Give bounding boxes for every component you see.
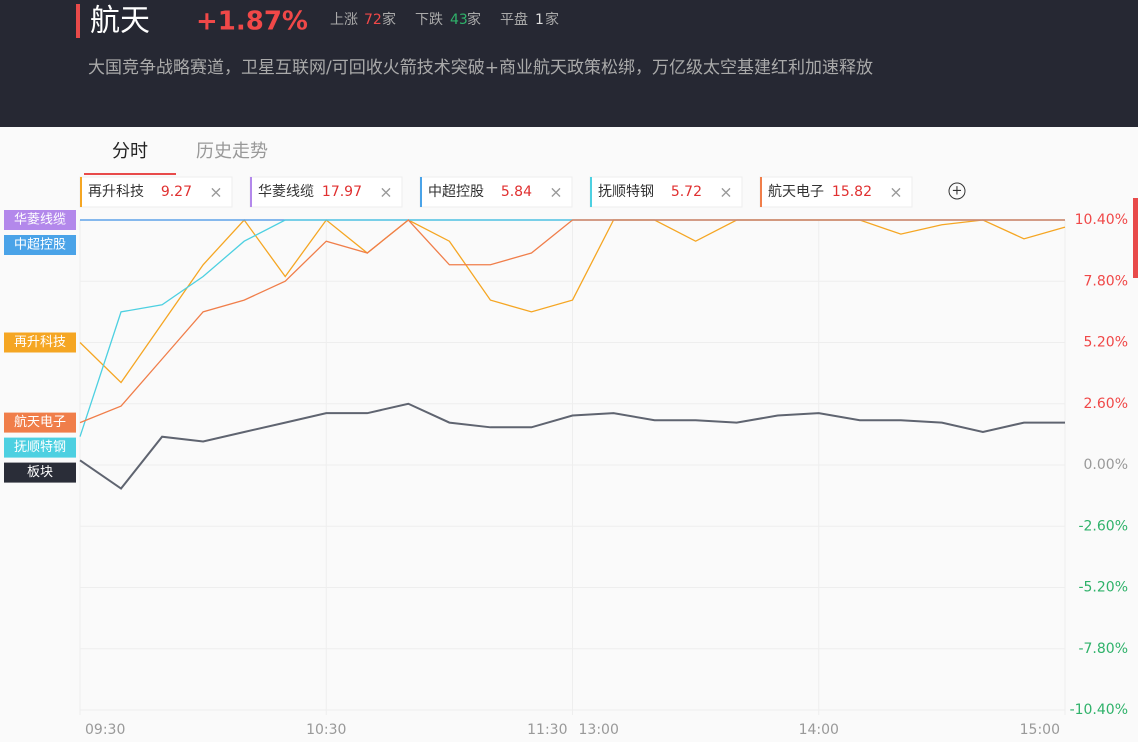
chip-close: × <box>209 183 222 202</box>
chip-name: 中超控股 <box>428 184 484 200</box>
chip-close: × <box>719 183 732 202</box>
stock-chip[interactable]: 中超控股 5.84 × <box>419 176 573 208</box>
series-tag <box>4 332 76 353</box>
chip-bar <box>590 177 592 207</box>
stock-chip[interactable]: 抚顺特钢 5.72 × <box>589 176 743 208</box>
chip-name: 抚顺特钢 <box>598 184 654 200</box>
header <box>0 0 1138 127</box>
chip-box <box>79 176 233 208</box>
chip-box <box>759 176 913 208</box>
y-tick-label: 10.40% <box>1075 212 1128 228</box>
stock-chip[interactable]: 航天电子 15.82 × <box>759 176 913 208</box>
title-marker <box>76 4 80 38</box>
chip-close: × <box>379 183 392 202</box>
series-tag-label: 华菱线缆 <box>14 212 66 228</box>
chip-name: 再升科技 <box>88 184 144 200</box>
chip-bar <box>80 177 82 207</box>
x-tick-label: 09:30 <box>85 722 125 738</box>
y-tick-label: 2.60% <box>1084 396 1128 412</box>
tab-underline <box>84 173 176 175</box>
up-count: 72 <box>364 12 382 28</box>
down-count: 43 <box>450 12 468 28</box>
series-tag-label: 再升科技 <box>14 335 66 350</box>
scroll-marker <box>1133 198 1138 278</box>
chip-name: 华菱线缆 <box>258 184 314 200</box>
y-tick-label: -7.80% <box>1078 641 1128 657</box>
title: 航天 <box>90 4 150 39</box>
line <box>79 402 1065 490</box>
unit: 家 <box>467 11 481 28</box>
tab-active[interactable]: 分时 <box>112 141 148 162</box>
series-tag-label: 航天电子 <box>14 414 66 430</box>
chip-box <box>419 176 573 208</box>
chip-close: × <box>889 183 902 202</box>
chip-bar <box>420 177 422 207</box>
series-tag <box>4 210 76 230</box>
series-tag <box>4 412 76 433</box>
line <box>79 219 1065 424</box>
series-tag <box>4 437 76 458</box>
chip-name: 航天电子 <box>768 184 824 200</box>
x-tick-label: 10:30 <box>306 722 346 738</box>
chip-price: 17.97 <box>322 184 362 200</box>
chip-bar <box>760 177 762 207</box>
chip-bar <box>250 177 252 207</box>
change: +1.87% <box>196 7 308 37</box>
chip-price: 15.82 <box>832 184 872 200</box>
chip-price: 5.84 <box>501 184 532 200</box>
x-tick-label: 15:00 <box>1020 722 1060 738</box>
series-tag-label: 中超控股 <box>14 238 66 253</box>
unit: 家 <box>382 11 396 28</box>
y-tick-label: -2.60% <box>1078 518 1128 534</box>
unit: 家 <box>545 11 559 28</box>
up-label: 上涨 <box>330 12 358 28</box>
y-tick-label: -5.20% <box>1078 580 1128 596</box>
x-tick-label: 13:00 <box>579 722 619 738</box>
chip-box <box>249 176 403 208</box>
series-tag-label: 抚顺特钢 <box>14 440 66 455</box>
y-tick-label: 5.20% <box>1084 335 1128 351</box>
series-tag-label: 板块 <box>27 465 53 480</box>
flat-count: 1 <box>535 12 544 28</box>
description: 大国竞争战略赛道，卫星互联网/可回收火箭技术突破+商业航天政策松绑，万亿级太空基… <box>88 58 873 78</box>
flat-label: 平盘 <box>500 11 528 28</box>
chip-price: 9.27 <box>161 184 192 200</box>
y-tick-label: 7.80% <box>1084 273 1128 289</box>
series-tag <box>4 235 76 255</box>
add-icon[interactable]: + <box>952 184 963 199</box>
chip-close: × <box>549 183 562 202</box>
chip-price: 5.72 <box>671 184 702 200</box>
series-tag <box>4 462 76 483</box>
stock-chip[interactable]: 华菱线缆 17.97 × <box>249 176 403 208</box>
x-tick-label: 11:30 <box>527 722 567 738</box>
y-tick-label: 0.00% <box>1084 457 1128 473</box>
add-button[interactable] <box>948 182 966 200</box>
description-box: 大国竞争战略赛道，卫星互联网/可回收火箭技术突破+商业航天政策松绑，万亿级太空基… <box>88 58 873 78</box>
stock-chip[interactable]: 再升科技 9.27 × <box>79 176 233 208</box>
tab[interactable]: 历史走势 <box>196 141 268 162</box>
x-tick-label: 14:00 <box>799 722 839 738</box>
down-label: 下跌 <box>415 12 443 28</box>
y-tick-label: -10.40% <box>1070 702 1128 718</box>
